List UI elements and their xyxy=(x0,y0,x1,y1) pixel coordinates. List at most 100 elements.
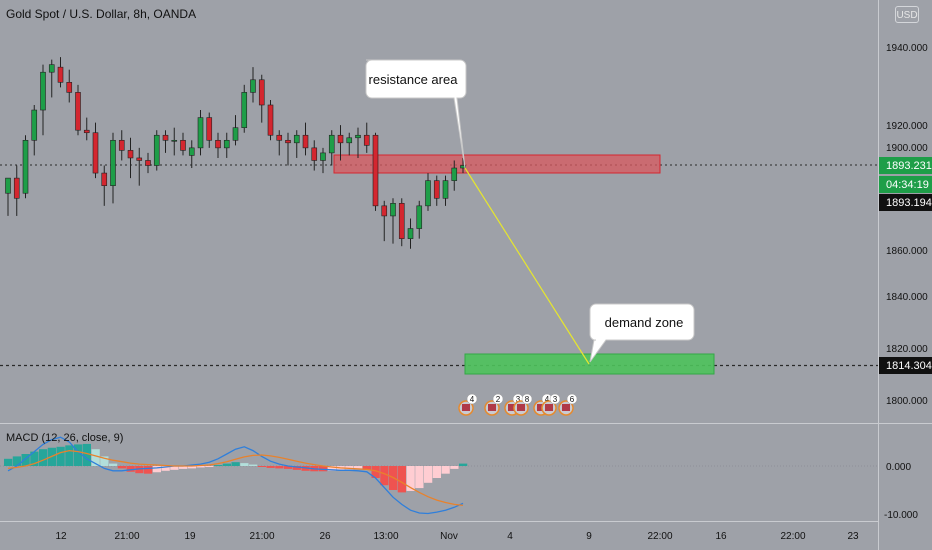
price-tick: 1900.000 xyxy=(886,143,928,154)
svg-text:4: 4 xyxy=(545,395,550,404)
svg-text:3: 3 xyxy=(516,395,521,404)
macd-bar xyxy=(362,466,371,470)
us-flag-icon xyxy=(545,404,553,411)
candle xyxy=(258,74,265,123)
candle xyxy=(425,173,431,211)
resistance-callout[interactable]: resistance area xyxy=(365,59,467,169)
projection-line[interactable] xyxy=(464,167,590,365)
price-tick: 1820.000 xyxy=(886,344,928,355)
candle xyxy=(40,64,46,136)
demand-callout[interactable]: demand zone xyxy=(589,303,695,363)
macd-bar xyxy=(65,445,74,466)
time-axis[interactable]: 12 21:00 19 21:00 26 13:00 Nov 4 9 22:00 16 22:00 23 xyxy=(55,531,859,542)
macd-bar xyxy=(249,464,258,466)
macd-bar xyxy=(406,466,415,491)
svg-text:4: 4 xyxy=(470,395,475,404)
resistance-zone[interactable] xyxy=(333,154,661,174)
candle xyxy=(5,177,11,216)
candle xyxy=(390,198,396,244)
macd-bar xyxy=(144,466,153,474)
candle xyxy=(241,84,248,133)
candle xyxy=(451,160,458,191)
candle xyxy=(293,130,300,158)
macd-label[interactable]: MACD (12, 26, close, 9) xyxy=(6,432,124,444)
candle xyxy=(118,130,125,161)
candle xyxy=(355,127,361,158)
last-price-badge[interactable]: 1893.231 xyxy=(879,157,932,174)
macd-bar xyxy=(82,443,91,466)
candle xyxy=(162,130,169,153)
macd-bar xyxy=(222,463,231,466)
candle xyxy=(320,147,326,174)
us-flag-icon xyxy=(462,404,470,411)
demand-label: demand zone xyxy=(605,315,684,330)
macd-line xyxy=(7,436,464,515)
last-price-value: 1893.231 xyxy=(886,160,932,172)
candle xyxy=(398,198,405,247)
svg-text:8: 8 xyxy=(525,395,530,404)
event-marker[interactable]: 4 xyxy=(458,393,478,416)
candle xyxy=(188,140,195,169)
currency-button[interactable]: USD xyxy=(895,6,919,23)
macd-bar xyxy=(450,466,459,469)
target-price-value: 1814.304 xyxy=(886,360,932,372)
price-tick: 1920.000 xyxy=(886,121,928,132)
event-marker[interactable]: 2 xyxy=(484,393,504,416)
macd-bar xyxy=(74,444,83,466)
macd-bar xyxy=(126,466,135,472)
macd-bar xyxy=(327,466,336,471)
macd-bar xyxy=(231,462,240,466)
candle xyxy=(267,99,274,141)
candle xyxy=(276,130,283,156)
macd-bar xyxy=(275,466,284,469)
candle xyxy=(416,200,423,239)
countdown-value: 04:34:19 xyxy=(886,179,929,191)
event-marker[interactable]: 8 xyxy=(513,393,533,416)
candle xyxy=(285,132,291,166)
macd-bar xyxy=(424,466,433,483)
macd-bar xyxy=(319,466,328,472)
candle xyxy=(127,137,134,179)
macd-bar xyxy=(12,456,21,466)
macd-bar xyxy=(205,466,214,467)
macd-axis[interactable]: 0.000 -10.000 xyxy=(884,462,918,521)
candle xyxy=(381,200,388,242)
candle xyxy=(110,132,116,204)
macd-bar xyxy=(257,466,266,467)
macd-bar xyxy=(415,466,424,489)
macd-bar xyxy=(170,466,179,470)
candle xyxy=(311,140,318,171)
crosshair-price-badge: 1893.194 xyxy=(879,194,932,211)
macd-bar xyxy=(179,466,188,469)
candle xyxy=(206,112,213,148)
candle xyxy=(346,132,353,156)
macd-bar xyxy=(371,466,380,478)
time-tick: 13:00 xyxy=(373,531,398,542)
event-marker[interactable]: 3 xyxy=(541,393,561,416)
candle xyxy=(223,132,230,158)
countdown-badge: 04:34:19 xyxy=(879,176,932,193)
macd-pane[interactable] xyxy=(0,436,878,515)
target-price-badge[interactable]: 1814.304 xyxy=(879,357,932,374)
macd-bar xyxy=(441,466,450,474)
macd-tick: -10.000 xyxy=(884,510,918,521)
time-tick: 21:00 xyxy=(249,531,274,542)
event-marker[interactable]: 6 xyxy=(558,393,578,416)
time-tick: 12 xyxy=(55,531,67,542)
macd-bar xyxy=(39,449,48,466)
macd-bar xyxy=(117,466,126,469)
macd-bar xyxy=(135,466,144,474)
demand-zone[interactable] xyxy=(464,353,715,375)
candle xyxy=(136,147,143,186)
signal-line xyxy=(7,449,464,507)
macd-tick: 0.000 xyxy=(886,462,911,473)
time-tick: 23 xyxy=(847,531,859,542)
macd-bar xyxy=(380,466,389,486)
macd-bar xyxy=(196,466,205,468)
candle xyxy=(145,152,151,174)
price-axis[interactable]: 1940.000 1920.000 1900.000 1860.000 1840… xyxy=(886,43,928,407)
candlestick-series[interactable] xyxy=(5,57,466,249)
